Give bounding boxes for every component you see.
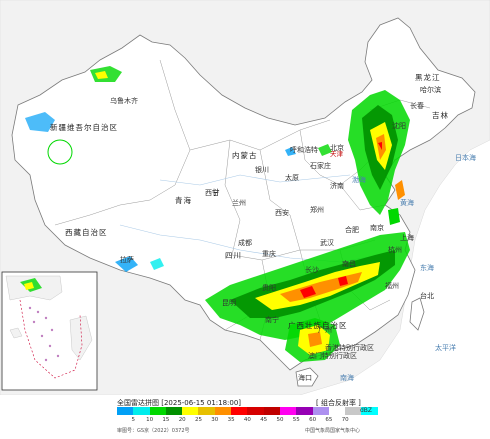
- region-label-xinjiang: 新疆维吾尔自治区: [50, 122, 118, 132]
- sea-label-huanghai: 黄海: [400, 198, 414, 207]
- city-label-taiyuan: 太原: [285, 173, 299, 182]
- city-label-fuzhou: 福州: [385, 281, 399, 290]
- color-swatch: [247, 407, 264, 415]
- tick-label: 65: [325, 417, 333, 423]
- unit-label: dBZ: [360, 407, 373, 414]
- city-label-shenyang: 沈阳: [392, 121, 406, 130]
- tick-label: 60: [309, 417, 317, 423]
- city-label-guangzhou: 广州: [318, 325, 332, 334]
- sea-label-donghai: 东海: [420, 263, 434, 272]
- tick-label: 70: [341, 417, 349, 423]
- color-swatch: [182, 407, 199, 415]
- tick-label: 55: [292, 417, 300, 423]
- city-label-wulumuqi: 乌鲁木齐: [110, 96, 138, 105]
- color-swatch: [133, 407, 150, 415]
- sea-label-bohai: 渤海: [352, 175, 366, 184]
- data-source: 中国气象局国家气象中心: [305, 428, 361, 434]
- tick-label: 25: [195, 417, 202, 423]
- city-label-xining: 西宁: [205, 188, 219, 197]
- tick-label: 45: [260, 417, 268, 423]
- city-label-tianjin: 天津: [330, 150, 344, 158]
- city-label-wuhan: 武汉: [320, 238, 334, 247]
- color-swatch: [345, 407, 362, 415]
- legend-panel: 全国雷达拼图 [2025-06-15 01:18:00] [ 组合反射率 ] 5…: [0, 395, 490, 439]
- region-label-sichuan: 四川: [225, 251, 242, 260]
- region-label-qinghai: 青海: [175, 195, 192, 205]
- city-label-chengdu: 成都: [238, 238, 252, 247]
- sea-label-riben-hai: 日本海: [455, 153, 476, 162]
- approval-number: 审图号：GS京（2022）0372号: [117, 428, 190, 434]
- city-label-hefei: 合肥: [345, 225, 359, 234]
- region-label-jilin: 吉林: [432, 110, 449, 120]
- tick-label: 50: [276, 417, 284, 423]
- color-swatch: [361, 407, 378, 415]
- color-swatch: [214, 407, 232, 415]
- city-label-shanghai: 上海: [400, 233, 414, 242]
- city-label-zhengzhou: 郑州: [310, 206, 324, 214]
- color-swatch: [263, 407, 280, 415]
- city-label-aomen: 澳门特别行政区: [308, 351, 357, 360]
- city-label-nanchang: 南昌: [342, 259, 356, 268]
- tick-label: 20: [178, 417, 186, 423]
- city-label-xian: 西安: [275, 208, 289, 217]
- color-swatch: [328, 407, 346, 415]
- city-label-changchun: 长春: [410, 101, 424, 110]
- color-swatch: [279, 407, 297, 415]
- city-label-changsha: 长沙: [305, 265, 319, 274]
- city-label-xianggang: 香港特别行政区: [325, 343, 374, 352]
- color-swatch: [149, 407, 166, 415]
- tick-label: 40: [243, 417, 251, 423]
- color-swatch: [117, 407, 134, 415]
- city-label-yinchuan: 银川: [255, 165, 269, 174]
- color-swatch: [165, 407, 183, 415]
- city-label-chongqing: 重庆: [262, 249, 276, 258]
- sea-label-taipingyang: 太平洋: [435, 343, 456, 352]
- city-label-guiyang: 贵阳: [262, 283, 276, 292]
- city-label-lanzhou: 兰州: [232, 198, 246, 207]
- sea-label-nanhai: 南海: [340, 373, 354, 382]
- city-label-hangzhou: 杭州: [388, 245, 402, 254]
- color-scale-bar: [117, 407, 378, 415]
- city-label-nanjing: 南京: [370, 223, 384, 232]
- tick-label: 5: [131, 417, 136, 423]
- tick-label: 10: [146, 417, 154, 423]
- city-label-haerbin: 哈尔滨: [420, 85, 441, 94]
- city-label-huhehaote: 呼和浩特: [290, 145, 318, 154]
- color-swatch: [296, 407, 313, 415]
- legend-title: 全国雷达拼图 [2025-06-15 01:18:00]: [117, 399, 242, 407]
- tick-label: 15: [162, 417, 170, 423]
- tick-label: 35: [227, 417, 235, 423]
- china-radar-map: 新疆维吾尔自治区 西藏自治区 内蒙古 青海 黑龙江 吉林 甘 四川 广西壮族自治…: [0, 0, 490, 395]
- south-china-sea-inset: [1, 271, 98, 391]
- color-swatch: [312, 407, 329, 415]
- region-label-xizang: 西藏自治区: [65, 227, 108, 237]
- region-label-guangxi: 广西壮族自治区: [288, 320, 348, 330]
- product-name: [ 组合反射率 ]: [316, 399, 361, 407]
- city-label-haikou: 海口: [298, 373, 312, 382]
- region-label-neimenggu: 内蒙古: [232, 150, 258, 160]
- city-label-lasa: 拉萨: [120, 255, 134, 264]
- tick-label: 30: [211, 417, 219, 423]
- color-scale-ticks: 5 10 15 20 25 30 35 40 45 50 55 60 65 70: [117, 417, 377, 425]
- color-swatch: [231, 407, 248, 415]
- city-label-beijing: 北京: [330, 143, 344, 152]
- region-label-gansu: 甘: [212, 187, 221, 197]
- region-label-heilongjiang: 黑龙江: [415, 72, 441, 82]
- radar-echoes: [25, 66, 410, 362]
- color-swatch: [198, 407, 215, 415]
- taiwan-island: [409, 297, 425, 331]
- city-label-jinan: 济南: [330, 181, 344, 190]
- city-label-shijiazhuang: 石家庄: [310, 161, 331, 170]
- hainan-island: [295, 367, 319, 387]
- city-label-nanning: 南宁: [265, 315, 279, 324]
- city-label-kunming: 昆明: [222, 299, 236, 307]
- city-label-taibei: 台北: [420, 291, 434, 300]
